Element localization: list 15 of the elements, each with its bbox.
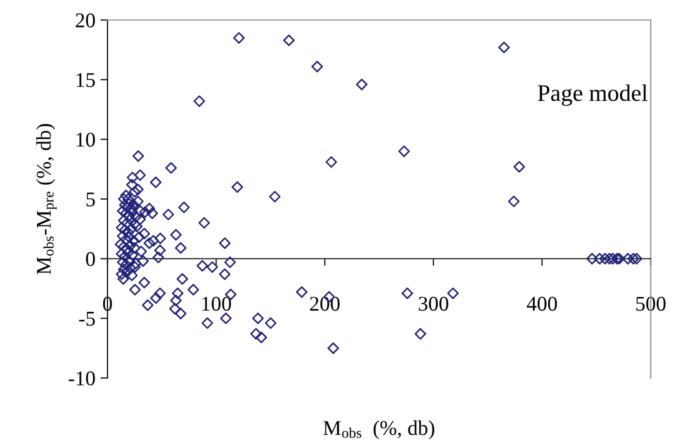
annotation: Page model (538, 84, 648, 106)
x-tick-label: 300 (418, 296, 448, 311)
x-tick-label: 500 (636, 296, 666, 311)
y-tick-label: 20 (76, 13, 95, 28)
y-tick-label: -5 (79, 312, 95, 326)
y-axis-title: M$_{obs}$-M$_{pre}$ (%, db) (36, 124, 57, 274)
x-tick-label: 100 (202, 296, 231, 311)
y-tick-label: -10 (68, 371, 95, 386)
y-tick-label: 0 (86, 252, 95, 266)
y-tick-label: 10 (76, 132, 95, 147)
x-tick-label: 200 (310, 296, 340, 311)
y-tick-label: 5 (86, 192, 95, 206)
x-tick-label: 400 (526, 296, 557, 311)
x-axis-title: M$_{obs}$ (%, db) (323, 420, 434, 440)
y-tick-label: 15 (76, 73, 95, 88)
